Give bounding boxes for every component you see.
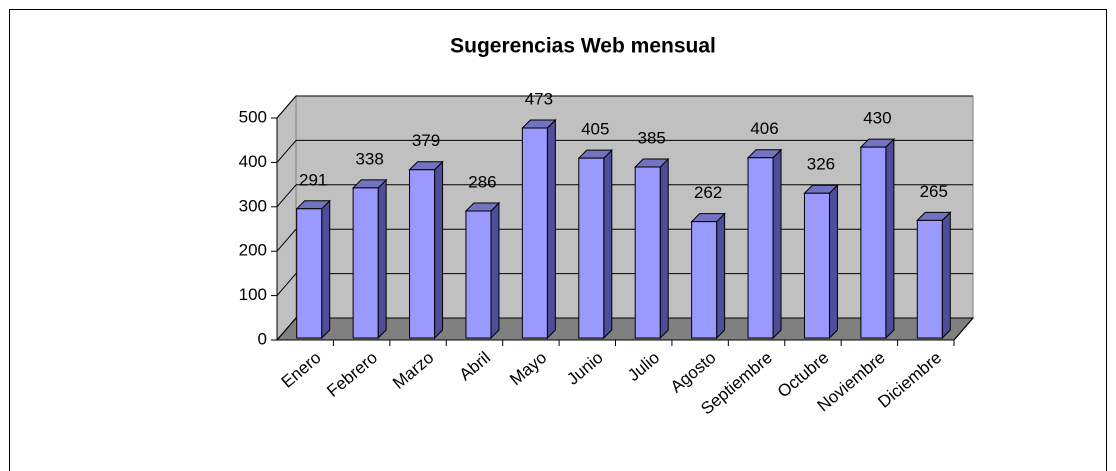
- bar-side: [603, 148, 613, 340]
- bar: [746, 148, 783, 340]
- y-tick-label: 500: [239, 107, 267, 126]
- bar-front: [691, 221, 718, 339]
- bar: [408, 160, 444, 340]
- grid-line-side: [276, 184, 297, 208]
- bar-side: [885, 137, 895, 340]
- bar-side: [490, 201, 500, 340]
- bar: [351, 178, 388, 340]
- bar: [521, 118, 557, 340]
- value-label: 286: [468, 173, 496, 192]
- value-label: 265: [920, 182, 948, 201]
- bar-side: [546, 118, 556, 340]
- value-label: 338: [355, 149, 383, 168]
- grid-line-side: [276, 95, 297, 119]
- bar: [634, 157, 670, 340]
- y-tick-label: 0: [258, 329, 267, 348]
- bar-front: [916, 219, 943, 339]
- bar: [295, 199, 331, 340]
- value-label: 262: [694, 183, 722, 202]
- grid-line-side: [276, 140, 297, 163]
- bar-side: [377, 178, 387, 340]
- y-tick-label: 300: [239, 196, 267, 215]
- bar: [464, 201, 501, 340]
- bar-front: [803, 192, 830, 339]
- y-tick-label: 200: [239, 241, 267, 260]
- bar-front: [409, 169, 436, 339]
- value-label: 405: [581, 120, 609, 139]
- bar: [916, 211, 952, 340]
- bar-front: [578, 157, 605, 339]
- bar-front: [747, 157, 774, 339]
- value-label: 406: [750, 119, 778, 138]
- bar: [690, 212, 726, 340]
- bar-front: [465, 210, 492, 339]
- bar-side: [434, 160, 444, 340]
- value-label: 473: [525, 89, 553, 108]
- value-label: 379: [412, 131, 440, 150]
- value-label: 385: [638, 129, 666, 148]
- bar-front: [860, 146, 887, 339]
- y-tick-label: 100: [239, 285, 267, 304]
- value-label: 291: [299, 170, 327, 189]
- bar: [859, 137, 896, 340]
- bar-front: [352, 187, 379, 339]
- bar-side: [716, 212, 726, 340]
- grid-line-side: [276, 228, 297, 252]
- grid-line-side: [276, 273, 297, 296]
- bar-front: [634, 166, 661, 339]
- bar-side: [772, 148, 782, 340]
- bar: [577, 148, 613, 340]
- bar-side: [321, 199, 331, 340]
- side-wall: [276, 94, 297, 342]
- grid-line-side: [276, 317, 297, 341]
- bar: [803, 184, 839, 340]
- chart-title: Sugerencias Web mensual: [450, 35, 716, 58]
- y-tick-label: 400: [239, 152, 267, 171]
- bar-front: [521, 127, 548, 339]
- bar-front: [296, 208, 323, 339]
- bar-side: [828, 184, 838, 340]
- bar-side: [659, 157, 669, 340]
- value-label: 430: [863, 109, 891, 128]
- x-axis-back: [953, 317, 974, 341]
- value-label: 326: [807, 155, 835, 174]
- bar-side: [941, 211, 951, 340]
